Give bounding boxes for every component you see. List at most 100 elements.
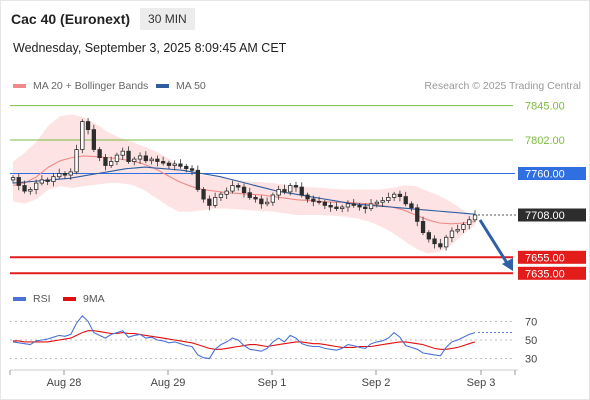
candle-body — [299, 186, 304, 196]
candle-body — [28, 189, 33, 192]
interval-badge[interactable]: 30 MIN — [140, 8, 195, 30]
candle-body — [328, 204, 333, 208]
candle-body — [247, 192, 252, 198]
candle-body — [322, 201, 328, 206]
candle-body — [374, 201, 380, 205]
level-label-7635.00: 7635.00 — [525, 268, 565, 280]
candle-body — [184, 165, 189, 170]
candle-body — [103, 157, 108, 166]
candle-body — [432, 238, 437, 245]
legend-swatch — [156, 84, 169, 88]
instrument-title: Cac 40 (Euronext) — [11, 11, 131, 27]
candle-body — [224, 190, 229, 195]
candle-body — [218, 193, 224, 198]
candle-body — [68, 171, 73, 176]
level-label-box — [518, 250, 586, 264]
chart-datetime: Wednesday, September 3, 2025 8:09:45 AM … — [13, 41, 287, 55]
candle-body — [339, 206, 345, 210]
legend-label: MA 20 + Bollinger Bands — [33, 80, 149, 92]
candle-body — [207, 198, 212, 206]
candle-body — [74, 149, 79, 173]
ma50-line — [12, 166, 476, 215]
candle-body — [166, 162, 172, 166]
rsi-level-label: 50 — [525, 335, 537, 347]
x-tick-label: Sep 1 — [258, 377, 287, 389]
candle-body — [80, 121, 85, 150]
candle-body — [288, 185, 293, 193]
candle-body — [264, 201, 270, 205]
candle-body — [305, 194, 310, 200]
legend-item-9ma: 9MA — [63, 293, 105, 305]
candle-body — [449, 230, 455, 238]
candle-body — [34, 182, 39, 190]
candle-body — [397, 193, 403, 197]
candle-body — [363, 206, 368, 210]
candle-body — [201, 189, 206, 200]
candle-body — [282, 189, 287, 193]
candle-body — [455, 228, 460, 232]
candle-body — [137, 155, 143, 160]
candle-body — [391, 193, 397, 198]
candle-body — [241, 186, 247, 194]
candle-body — [149, 158, 154, 162]
candle-body — [230, 185, 235, 192]
x-tick-label: Sep 3 — [467, 377, 496, 389]
legend-label: MA 50 — [176, 80, 206, 92]
candle-body — [109, 161, 114, 166]
candle-body — [426, 232, 432, 240]
candle-body — [420, 220, 426, 233]
candle-body — [126, 150, 131, 162]
candle-body — [472, 214, 478, 221]
candle-body — [160, 161, 166, 164]
candle-body — [368, 203, 374, 210]
legend-item-ma20: MA 20 + Bollinger Bands — [13, 80, 148, 92]
candle-body — [351, 203, 356, 206]
x-tick-label: Sep 2 — [362, 377, 391, 389]
candle-body — [114, 154, 120, 162]
candle-body — [132, 158, 137, 162]
candle-body — [293, 185, 299, 188]
legend-swatch — [13, 297, 26, 301]
candle-body — [386, 196, 391, 201]
candle-body — [212, 196, 218, 206]
candle-body — [97, 149, 102, 159]
candle-body — [403, 196, 408, 205]
candle-body — [316, 200, 322, 203]
candle-body — [409, 203, 414, 209]
research-credit: Research © 2025 Trading Central — [424, 80, 581, 92]
candle-body — [461, 224, 466, 230]
candle-body — [380, 200, 385, 203]
candle-body — [311, 198, 316, 202]
x-tick-label: Aug 29 — [151, 377, 186, 389]
candle-body — [334, 206, 339, 210]
candle-body — [443, 236, 449, 248]
candle-body — [195, 169, 201, 190]
candle-body — [259, 198, 264, 205]
candle-body — [236, 185, 241, 188]
level-label-box — [518, 167, 586, 180]
legend-item-ma50: MA 50 — [156, 80, 206, 92]
candle-body — [10, 177, 16, 181]
candle-body — [178, 163, 183, 167]
level-label-box — [518, 266, 586, 280]
candle-body — [357, 204, 362, 208]
forecast-arrowhead — [502, 258, 513, 271]
candle-body — [155, 158, 160, 162]
candle-body — [16, 177, 21, 186]
x-tick-label: Aug 28 — [47, 377, 82, 389]
candle-body — [415, 207, 420, 222]
rsi-line — [12, 314, 476, 360]
candle-body — [143, 155, 149, 162]
candle-body — [85, 121, 91, 130]
candle-body — [345, 203, 351, 208]
candle-body — [91, 129, 96, 150]
candle-body — [253, 196, 258, 200]
level-label-box — [518, 208, 586, 222]
candle-body — [22, 185, 27, 192]
rsi-level-label: 70 — [525, 316, 537, 328]
legend-swatch — [13, 84, 26, 88]
candle-body — [172, 163, 177, 166]
candle-body — [51, 176, 56, 182]
candle-body — [467, 219, 472, 226]
